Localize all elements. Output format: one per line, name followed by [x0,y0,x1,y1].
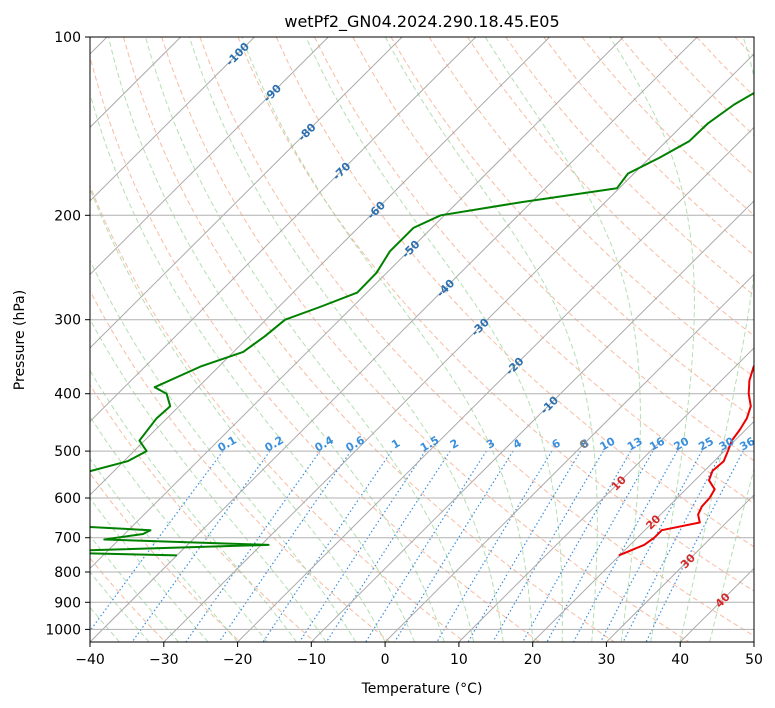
x-tick-label: −20 [223,652,253,668]
mixing-ratio-line [645,450,744,642]
isotherm [384,273,754,642]
y-tick-label: 900 [54,595,81,611]
dry-adiabat [505,37,754,296]
moist-adiabat [484,37,641,642]
moist-adiabat [241,37,534,642]
mixing-ratio-line [522,450,632,642]
x-tick-label: −10 [297,652,327,668]
moist-adiabat [90,318,327,642]
moist-adiabat [90,457,238,642]
moist-adiabat [90,259,357,642]
isotherm [90,37,403,349]
x-tick-label: 40 [671,652,689,668]
sounding-trace [90,91,754,557]
moist-adiabat [90,187,386,642]
dry-adiabat [90,54,540,642]
x-axis-label: Temperature (°C) [361,681,483,697]
x-tick-label: 10 [450,652,468,668]
mixing-ratio-line [622,450,723,642]
moist-adiabat [384,37,598,642]
isobars [90,37,754,630]
isotherm [237,126,754,642]
x-tick-label: 30 [597,652,615,668]
y-tick-label: 1000 [45,622,81,638]
mixing-ratio-line [90,450,224,632]
y-tick-label: 800 [54,565,81,581]
y-axis-label: Pressure (hPa) [12,290,28,390]
y-tick-label: 700 [54,531,81,547]
mixing-ratio-line [185,450,321,642]
isotherm [90,37,624,570]
dry-adiabat [314,37,754,505]
moist-adiabat [90,415,268,642]
y-tick-label: 300 [54,313,81,329]
isotherm [163,53,754,642]
dry-adiabat [428,37,754,378]
isotherms [90,37,754,642]
sounding-series [90,91,754,557]
y-axis: 100 200 300 400 500 600 700 800 900 1000 [45,30,90,638]
dry-adiabat [237,37,754,592]
isotherm [90,37,329,276]
x-tick-label: 20 [524,652,542,668]
moist-adiabat [609,37,695,642]
y-tick-label: 500 [54,444,81,460]
moist-adiabat [108,37,445,642]
isotherm [90,37,477,423]
isotherm [90,37,255,202]
plot-frame [89,36,755,643]
moist-adiabats [90,37,754,642]
dry-adiabat [161,37,690,642]
x-tick-label: 0 [381,652,390,668]
dry-adiabat [352,37,754,462]
dry-adiabat [275,37,754,548]
chart-title: wetPf2_GN04.2024.290.18.45.E05 [284,12,559,32]
dry-adiabat [90,383,316,642]
isotherm [606,494,754,642]
mixing-ratio-line [436,450,553,642]
dry-adiabat [123,37,615,642]
dry-adiabat [390,37,754,420]
x-axis: −40 −30 −20 −10 0 10 20 30 40 50 [75,642,763,668]
dry-adiabat [90,289,391,642]
mixing-ratio-line [546,450,654,642]
isotherm [310,200,754,642]
dry-adiabat [90,472,241,642]
moist-adiabat [709,467,754,642]
isotherm [90,37,550,496]
moist-adiabat [188,37,504,642]
dry-adiabat [466,37,754,337]
y-tick-label: 600 [54,491,81,507]
mixing-ratio-line [600,450,703,642]
moist-adiabat [679,37,754,642]
mixing-ratio-line [572,450,678,642]
x-tick-label: 50 [745,652,763,668]
mixing-ratio-line [299,450,426,642]
y-tick-label: 100 [54,30,81,46]
sounding-trace [618,364,754,557]
x-tick-label: −30 [149,652,179,668]
x-tick-label: −40 [75,652,105,668]
isotherm [458,347,754,642]
moist-adiabat [145,37,475,642]
moist-adiabat [305,37,563,642]
dry-adiabat [90,184,465,642]
mixing-ratio-line [262,450,393,642]
y-tick-label: 200 [54,208,81,224]
mixing-ratio-lines [90,450,744,642]
y-tick-label: 400 [54,387,81,403]
isotherm [90,37,698,642]
isotherm [532,420,754,642]
mixing-ratio-line [218,450,352,642]
